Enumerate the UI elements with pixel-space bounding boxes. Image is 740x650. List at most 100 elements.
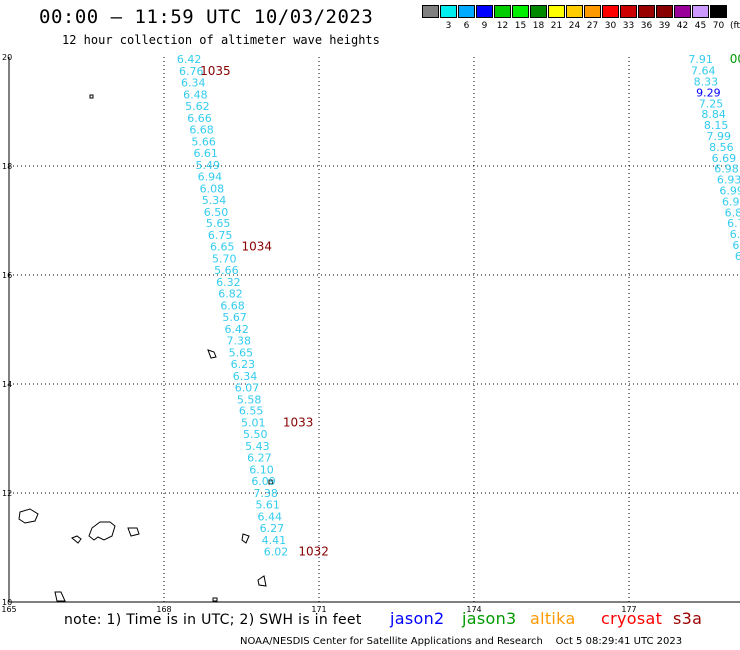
footer-source: NOAA/NESDIS Center for Satellite Applica…	[240, 636, 543, 647]
satellite-label-altika: altika	[530, 609, 576, 628]
legend-swatch	[602, 5, 619, 18]
swh-value-label: 5.34	[202, 194, 227, 207]
swh-value-label: 6.07	[235, 381, 259, 394]
swh-value-label: 6.27	[247, 452, 272, 465]
legend-label: 42	[676, 21, 689, 31]
legend-label: 45	[694, 21, 707, 31]
swh-value-label: 6.09	[251, 475, 275, 488]
legend-swatch	[710, 5, 727, 18]
swh-value-label: 6.66	[187, 112, 212, 125]
pass-time-label: 0037	[730, 52, 740, 66]
island-outline	[207, 349, 217, 359]
swh-value-label: 6.98	[714, 163, 739, 176]
legend-label: 36	[640, 21, 653, 31]
footer-timestamp: Oct 5 08:29:41 UTC 2023	[555, 636, 683, 647]
swh-value-label: 6.75	[208, 229, 233, 242]
legend-label: 33	[622, 21, 635, 31]
legend-label: 18	[532, 21, 545, 31]
swh-value-label: 7.64	[691, 65, 716, 78]
swh-value-label: 5.65	[229, 346, 254, 359]
y-tick-label: 18	[2, 162, 12, 171]
swh-value-label: 6.42	[177, 53, 202, 66]
legend-swatch	[620, 5, 637, 18]
swh-value-label: 6.6	[730, 228, 740, 241]
pass-time-label: 1032	[298, 544, 329, 558]
swh-value-label: 5.43	[245, 440, 270, 453]
swh-value-label: 9.29	[696, 86, 721, 99]
legend-label: 27	[586, 21, 599, 31]
island-outline	[18, 508, 39, 524]
x-tick-label: 165	[1, 605, 16, 614]
pass-time-label: 1034	[242, 240, 273, 254]
swh-value-label: 5.70	[212, 253, 237, 266]
swh-value-label: 7.38	[227, 334, 252, 347]
legend-label: 12	[496, 21, 509, 31]
chart-subtitle: 12 hour collection of altimeter wave hei…	[62, 33, 380, 47]
legend-swatch	[458, 5, 475, 18]
y-tick-label: 10	[2, 598, 12, 607]
legend-swatch	[692, 5, 709, 18]
swh-value-label: 6.82	[218, 288, 243, 301]
swh-value-label: 6.69	[712, 152, 737, 165]
island-outline	[268, 479, 274, 485]
swh-value-label: 6.10	[249, 464, 274, 477]
swh-value-label: 6.99	[719, 185, 740, 198]
swh-value-label: 6.48	[183, 89, 208, 102]
pass-time-label: 1035	[200, 64, 231, 78]
legend-label: 9	[481, 21, 488, 31]
swh-value-label: 6.84	[725, 206, 740, 219]
legend-swatch	[512, 5, 529, 18]
swh-value-label: 6.91	[722, 195, 740, 208]
island-outline	[89, 94, 94, 99]
swh-value-label: 5.65	[206, 217, 231, 230]
legend-label: 15	[514, 21, 527, 31]
legend-label: 21	[550, 21, 563, 31]
legend-label: 6	[463, 21, 470, 31]
legend-swatch	[584, 5, 601, 18]
legend-label: 70	[712, 21, 725, 31]
swh-value-label: 6.68	[189, 123, 214, 136]
y-tick-label: 16	[2, 271, 12, 280]
swh-value-label: 5.61	[255, 498, 280, 511]
island-outline	[88, 521, 116, 541]
island-outline	[71, 535, 82, 544]
legend-swatch	[494, 5, 511, 18]
swh-value-label: 7.91	[688, 53, 713, 66]
swh-value-label: 5.49	[196, 159, 221, 172]
swh-value-label: 6.55	[239, 405, 264, 418]
swh-value-label: 4.41	[262, 534, 287, 547]
swh-value-label: 8.33	[694, 76, 719, 89]
swh-value-label: 6.34	[233, 370, 258, 383]
swh-value-label: 6.61	[193, 147, 218, 160]
footer: NOAA/NESDIS Center for Satellite Applica…	[240, 636, 682, 647]
swh-value-label: 6.93	[717, 174, 740, 187]
swh-value-label: 7.25	[699, 97, 724, 110]
swh-value-label: 5.62	[185, 100, 210, 113]
swh-value-label: 6.08	[200, 182, 225, 195]
legend-swatch	[440, 5, 457, 18]
x-tick-label: 171	[311, 605, 326, 614]
swh-value-label: 6.65	[210, 241, 235, 254]
island-outline	[127, 527, 140, 537]
island-outline	[54, 591, 66, 602]
swh-value-label: 6.68	[220, 300, 245, 313]
swh-value-label: 6.44	[258, 510, 283, 523]
legend-unit: (ft)	[730, 21, 740, 31]
swh-value-label: 8.56	[709, 141, 734, 154]
legend-swatch	[548, 5, 565, 18]
x-tick-label: 177	[621, 605, 636, 614]
satellite-label-cryosat: cryosat	[601, 609, 663, 628]
swh-value-label: 6.50	[204, 206, 229, 219]
y-tick-label: 12	[2, 489, 12, 498]
satellite-label-jason3: jason3	[462, 609, 517, 628]
swh-value-label: 5.66	[191, 135, 216, 148]
swh-value-label: 7.99	[707, 130, 732, 143]
swh-value-label: 6.1	[732, 239, 740, 252]
legend-swatch	[638, 5, 655, 18]
swh-value-label: 6.94	[198, 170, 223, 183]
legend-label: 39	[658, 21, 671, 31]
legend-label: 3	[445, 21, 452, 31]
legend-label: 30	[604, 21, 617, 31]
satellite-label-s3a: s3a	[673, 609, 703, 628]
